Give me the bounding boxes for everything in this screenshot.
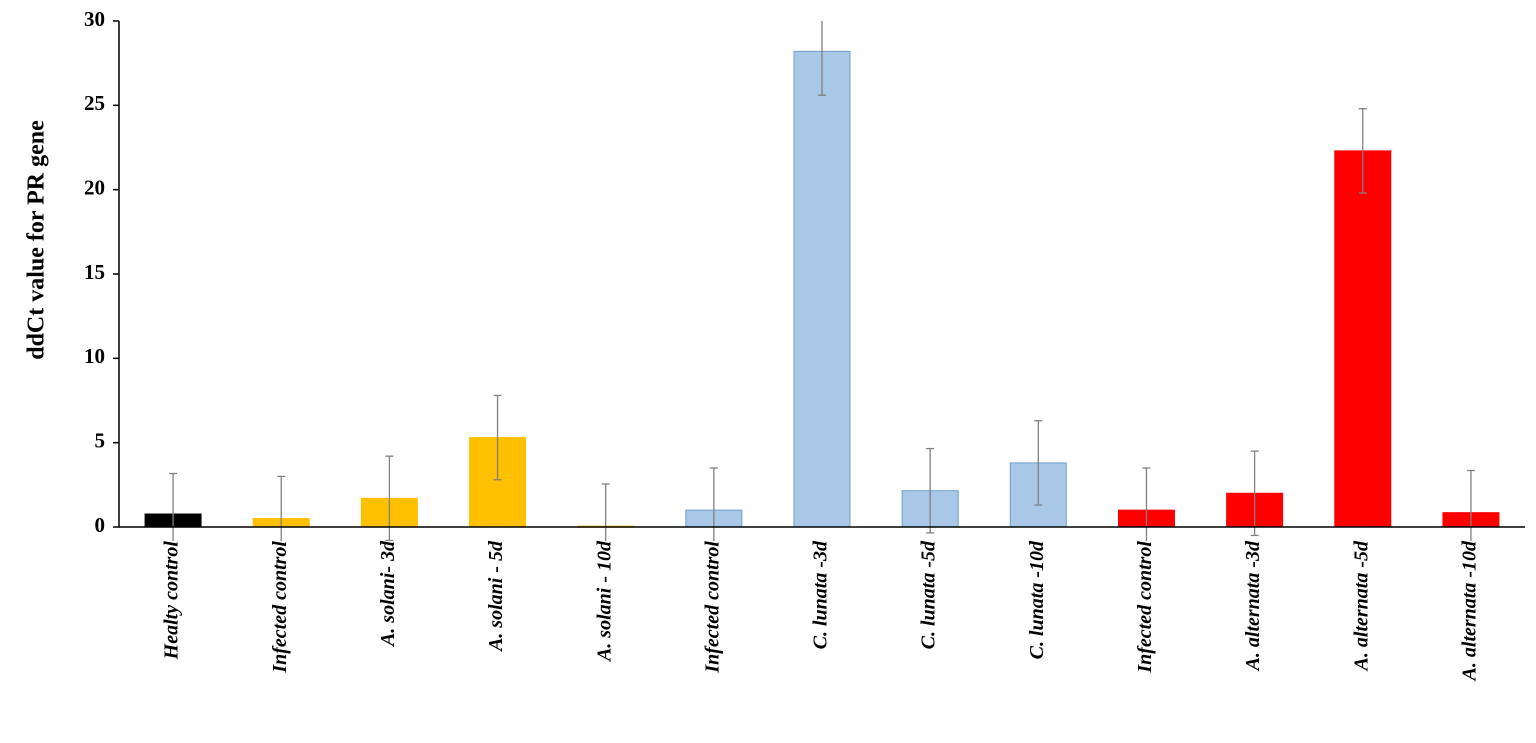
x-tick-label: C. lunata -10d [1026,540,1048,659]
error-bar [493,394,502,481]
error-bar [709,467,718,541]
error-bar [818,21,826,96]
x-tick-label: Infected control [269,541,291,674]
y-tick-label: 15 [84,260,105,284]
y-tick-label: 20 [84,175,105,199]
error-bar [1142,467,1151,541]
x-tick-label: Healty control [161,541,183,661]
error-bar [169,472,178,541]
error-bar [1034,420,1043,506]
x-tick-label: A. solani - 5d [485,540,507,653]
bar [1334,150,1392,528]
error-bar [277,475,286,541]
error-bar [1358,108,1367,194]
error-bar [1250,450,1259,537]
x-tick-label: A. alternata -5d [1350,540,1372,672]
y-tick-label: 10 [84,344,105,368]
y-tick-label: 30 [84,7,105,31]
x-tick-label: Infected control [1134,541,1156,674]
x-tick-label: Infected control [701,541,723,674]
x-tick-label: C. lunata -3d [810,540,832,649]
x-tick-label: C. lunata -5d [918,540,940,649]
plot-area [144,21,1500,541]
x-tick-label: A. solani- 3d [377,540,399,648]
bar [793,50,851,528]
x-tick-label: A. alternata -3d [1242,540,1264,672]
y-tick-label: 5 [95,428,106,452]
error-bar [601,483,610,541]
x-tick-label: A. alternata -10d [1459,540,1481,682]
x-tick-label: A. solani - 10d [593,540,615,663]
error-bar [926,447,935,534]
y-tick-label: 0 [95,513,106,537]
y-axis-label: ddCt value for PR gene [24,120,50,360]
y-tick-label: 25 [84,91,105,115]
error-bar [1466,469,1475,541]
